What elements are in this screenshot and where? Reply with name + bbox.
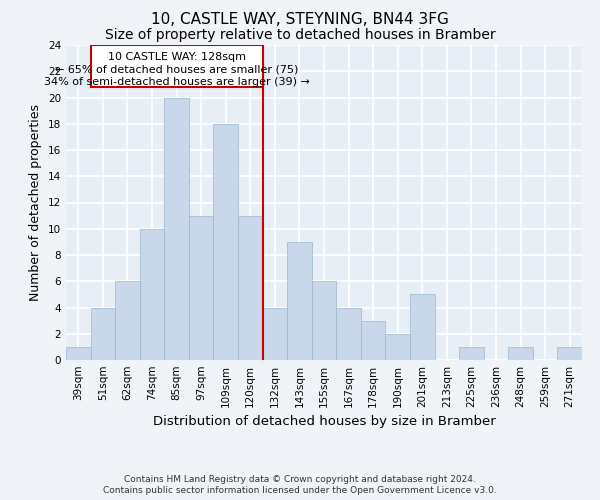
Bar	[508, 347, 533, 360]
Y-axis label: Number of detached properties: Number of detached properties	[29, 104, 43, 301]
Bar	[238, 216, 263, 360]
Bar	[140, 229, 164, 360]
Bar	[66, 347, 91, 360]
Bar	[287, 242, 312, 360]
Bar	[361, 320, 385, 360]
Bar	[214, 124, 238, 360]
Bar	[557, 347, 582, 360]
Bar	[189, 216, 214, 360]
Text: ← 65% of detached houses are smaller (75): ← 65% of detached houses are smaller (75…	[55, 64, 298, 74]
Bar	[91, 308, 115, 360]
Text: Contains HM Land Registry data © Crown copyright and database right 2024.: Contains HM Land Registry data © Crown c…	[124, 475, 476, 484]
Bar	[115, 281, 140, 360]
Bar	[336, 308, 361, 360]
Text: 10, CASTLE WAY, STEYNING, BN44 3FG: 10, CASTLE WAY, STEYNING, BN44 3FG	[151, 12, 449, 28]
Bar	[385, 334, 410, 360]
Text: Contains public sector information licensed under the Open Government Licence v3: Contains public sector information licen…	[103, 486, 497, 495]
Bar	[459, 347, 484, 360]
Bar	[312, 281, 336, 360]
Bar	[91, 45, 263, 87]
Bar	[263, 308, 287, 360]
Text: Size of property relative to detached houses in Bramber: Size of property relative to detached ho…	[104, 28, 496, 42]
Text: 34% of semi-detached houses are larger (39) →: 34% of semi-detached houses are larger (…	[44, 77, 310, 87]
X-axis label: Distribution of detached houses by size in Bramber: Distribution of detached houses by size …	[152, 416, 496, 428]
Bar	[164, 98, 189, 360]
Text: 10 CASTLE WAY: 128sqm: 10 CASTLE WAY: 128sqm	[107, 52, 245, 62]
Bar	[410, 294, 434, 360]
